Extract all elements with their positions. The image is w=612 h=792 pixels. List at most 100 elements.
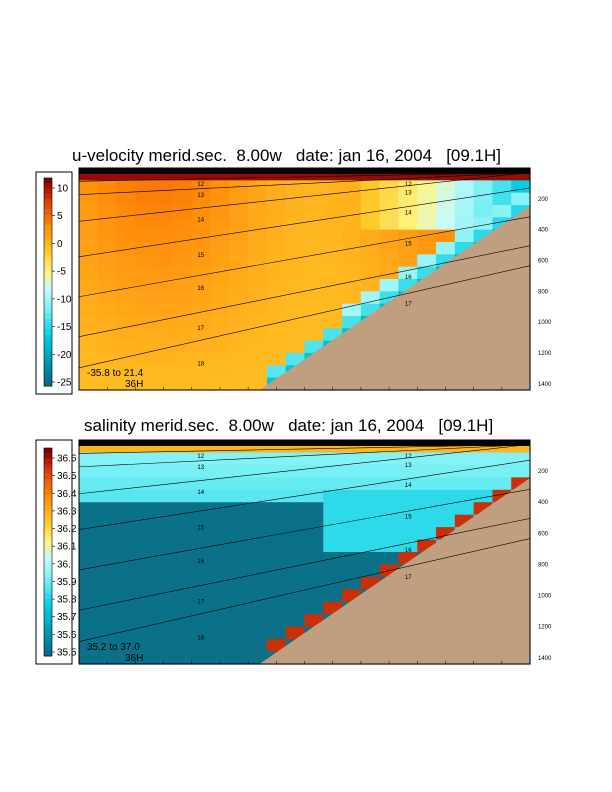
heatmap-cell: [191, 242, 212, 255]
colorbar-swatch: [44, 604, 52, 610]
heatmap-cell: [135, 527, 155, 541]
heatmap-cell: [398, 539, 418, 553]
heatmap-cell: [191, 514, 212, 528]
heatmap-cell: [135, 205, 155, 218]
heatmap-cell: [398, 514, 418, 528]
heatmap-cell: [323, 502, 343, 516]
seabed: [259, 205, 530, 390]
heatmap-cell: [191, 614, 212, 628]
heatmap-cell: [248, 229, 268, 243]
contour-label: 17: [405, 302, 412, 308]
heatmap-cell: [116, 328, 136, 342]
heatmap-cell: [116, 266, 136, 280]
heatmap-cell: [492, 205, 512, 218]
heatmap-cell: [79, 365, 99, 379]
contour-label: 16: [405, 275, 412, 281]
colorbar-tick-label: 35.8: [57, 595, 77, 606]
contour-label: 13: [197, 465, 204, 471]
heatmap-cell: [79, 192, 99, 206]
heatmap-cell: [135, 242, 155, 255]
heatmap-cell: [154, 601, 174, 615]
heatmap-cell: [191, 377, 212, 391]
heatmap-cell: [248, 489, 268, 503]
heatmap-cell: [135, 316, 155, 329]
heatmap-cell: [229, 539, 249, 553]
heatmap-cell: [285, 514, 306, 528]
heatmap-cell: [172, 601, 193, 615]
heatmap-cell: [135, 192, 155, 206]
heatmap-cell: [210, 589, 230, 603]
heatmap-cell: [360, 180, 381, 194]
heatmap-cell: [360, 279, 381, 292]
heatmap-cell: [191, 340, 212, 354]
depth-tick-label: 1200: [538, 351, 552, 357]
heatmap-cell: [248, 365, 268, 379]
heatmap-cell: [323, 489, 343, 503]
heatmap-cell: [116, 514, 136, 528]
colorbar-swatch: [44, 650, 52, 657]
heatmap-cell: [454, 489, 475, 503]
colorbar-swatch: [44, 494, 52, 501]
heatmap-cell: [492, 192, 512, 206]
heatmap-cell: [454, 217, 475, 231]
heatmap-cell: [79, 353, 99, 366]
heatmap-cell: [342, 539, 362, 553]
heatmap-cell: [248, 340, 268, 354]
heatmap-cell: [116, 651, 136, 665]
heatmap-cell: [285, 328, 306, 342]
heatmap-cell: [210, 291, 230, 305]
colorbar-swatch: [44, 630, 52, 636]
depth-tick-label: 1400: [538, 382, 552, 388]
heatmap-cell: [248, 514, 268, 528]
contour-line: [78, 444, 531, 495]
colorbar-swatch: [44, 256, 52, 262]
colorbar-swatch: [44, 479, 52, 485]
colorbar-swatch: [44, 308, 52, 314]
heatmap-cell: [229, 279, 249, 292]
heatmap-cell: [210, 229, 230, 243]
heatmap-cell: [398, 217, 418, 231]
heatmap-cell: [266, 266, 287, 280]
colorbar-tick-label: 35.5: [57, 648, 77, 659]
heatmap-cell: [79, 279, 99, 292]
heatmap-cell: [172, 353, 193, 366]
colorbar-tick-label: 36.5: [57, 471, 77, 482]
colorbar-swatch: [44, 541, 52, 548]
heatmap-cell: [473, 477, 494, 491]
heatmap-cell: [97, 589, 118, 603]
heatmap-cell: [191, 279, 212, 292]
heatmap-cell: [191, 464, 212, 478]
colorbar-tick-label: 36.4: [57, 489, 77, 500]
colorbar-swatch: [44, 370, 52, 377]
contour-line: [78, 538, 531, 642]
colorbar-swatch: [44, 235, 52, 241]
heatmap-cell: [135, 279, 155, 292]
colorbar-tick-label: -10: [57, 294, 72, 305]
heatmap-cell: [248, 626, 268, 640]
heatmap-cell: [79, 477, 99, 491]
heatmap-cell: [436, 452, 456, 466]
salinity-panel: 36.6 36.5 36.4 36.3 36.2 36.1 36. 35.9 35.8 35.7 3…: [35, 439, 552, 665]
heatmap-cell: [172, 377, 193, 391]
heatmap-cell: [266, 229, 287, 243]
colorbar-swatch: [44, 531, 52, 537]
colorbar-swatch: [44, 323, 52, 330]
heatmap-cell: [172, 266, 193, 280]
heatmap-cell: [154, 614, 174, 628]
contour-line: [78, 444, 531, 454]
heatmap-cell: [323, 192, 343, 206]
heatmap-cell: [154, 552, 174, 566]
colorbar-tick-label: 36.3: [57, 506, 77, 517]
heatmap-cell: [360, 539, 381, 553]
heatmap-cell: [266, 477, 287, 491]
heatmap-cell: [342, 452, 362, 466]
heatmap-cell: [285, 316, 306, 329]
heatmap-cell: [154, 576, 174, 590]
heatmap-cell: [323, 514, 343, 528]
heatmap-cell: [323, 527, 343, 541]
heatmap-cell: [79, 180, 99, 194]
heatmap-cell: [473, 205, 494, 218]
heatmap-cell: [135, 229, 155, 243]
heatmap-cell: [79, 242, 99, 255]
